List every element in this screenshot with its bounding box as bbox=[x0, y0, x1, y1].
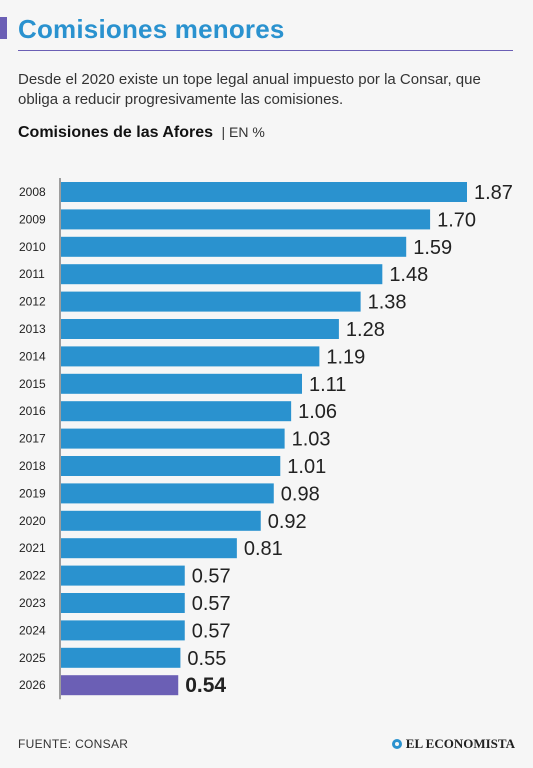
bar bbox=[61, 456, 281, 476]
bar bbox=[61, 209, 431, 230]
value-label: 1.48 bbox=[389, 264, 428, 286]
bar bbox=[61, 373, 302, 394]
category-label: 2026 bbox=[19, 678, 46, 692]
bar bbox=[61, 483, 274, 504]
category-label: 2024 bbox=[19, 623, 46, 637]
title-accent-bar bbox=[0, 17, 7, 39]
category-label: 2009 bbox=[19, 212, 46, 226]
value-label: 1.70 bbox=[437, 209, 476, 231]
bar bbox=[61, 647, 181, 668]
source-note: FUENTE: CONSAR bbox=[18, 737, 129, 751]
page-title: Comisiones menores bbox=[18, 14, 285, 44]
category-label: 2014 bbox=[19, 349, 46, 363]
category-label: 2023 bbox=[19, 596, 46, 610]
category-label: 2017 bbox=[19, 432, 46, 446]
category-label: 2020 bbox=[19, 514, 46, 528]
category-label: 2018 bbox=[19, 459, 46, 473]
bar bbox=[61, 538, 237, 559]
chart-title: Comisiones de las Afores bbox=[18, 124, 214, 141]
value-label: 1.01 bbox=[287, 456, 326, 478]
value-label: 0.54 bbox=[185, 674, 226, 697]
bar bbox=[61, 182, 467, 202]
title-divider bbox=[18, 50, 513, 51]
value-label: 0.92 bbox=[268, 511, 307, 533]
value-label: 0.81 bbox=[244, 538, 283, 560]
category-label: 2022 bbox=[19, 569, 46, 583]
brand-logo: EL ECONOMISTA bbox=[391, 736, 515, 752]
value-label: 0.57 bbox=[192, 593, 231, 615]
value-label: 1.19 bbox=[326, 346, 365, 368]
value-label: 1.11 bbox=[309, 374, 346, 396]
value-label: 0.55 bbox=[187, 648, 226, 670]
category-label: 2025 bbox=[19, 651, 46, 665]
bar bbox=[61, 236, 407, 257]
bar bbox=[61, 565, 185, 586]
value-label: 1.38 bbox=[368, 292, 407, 314]
chart-unit: | EN % bbox=[221, 124, 265, 140]
brand-name: EL ECONOMISTA bbox=[405, 736, 515, 751]
bar bbox=[61, 620, 185, 641]
value-label: 1.59 bbox=[413, 237, 452, 259]
value-label: 0.57 bbox=[192, 566, 231, 588]
value-label: 0.57 bbox=[192, 620, 231, 642]
bar bbox=[61, 675, 179, 696]
category-label: 2021 bbox=[19, 541, 46, 555]
value-label: 1.06 bbox=[298, 401, 337, 423]
bar bbox=[61, 510, 261, 531]
bar bbox=[61, 593, 185, 613]
value-label: 0.98 bbox=[281, 483, 320, 505]
chart-heading: Comisiones de las Afores | EN % bbox=[18, 124, 265, 142]
category-label: 2011 bbox=[19, 267, 45, 281]
page-subtitle: Desde el 2020 existe un tope legal anual… bbox=[18, 71, 481, 108]
category-label: 2008 bbox=[19, 185, 46, 199]
value-label: 1.28 bbox=[346, 319, 385, 341]
value-label: 1.03 bbox=[292, 429, 331, 451]
bar bbox=[61, 291, 361, 312]
bar bbox=[61, 428, 285, 449]
category-label: 2012 bbox=[19, 295, 46, 309]
bar bbox=[61, 319, 339, 339]
bar bbox=[61, 401, 292, 422]
category-label: 2015 bbox=[19, 377, 46, 391]
value-label: 1.87 bbox=[474, 182, 513, 204]
brand-icon bbox=[391, 739, 402, 749]
category-label: 2019 bbox=[19, 486, 46, 500]
category-label: 2016 bbox=[19, 404, 46, 418]
bar bbox=[61, 346, 320, 367]
category-label: 2010 bbox=[19, 240, 46, 254]
category-label: 2013 bbox=[19, 322, 46, 336]
bar bbox=[61, 264, 383, 285]
